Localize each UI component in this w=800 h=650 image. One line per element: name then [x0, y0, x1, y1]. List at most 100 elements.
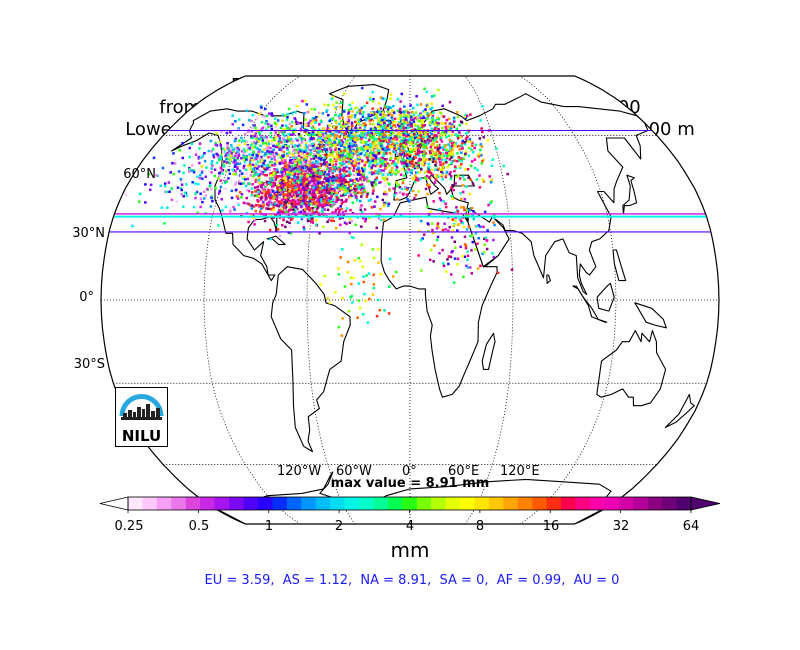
sensitivity-cell: [144, 183, 147, 186]
sensitivity-cell: [255, 169, 258, 173]
sensitivity-cell: [465, 185, 468, 188]
sensitivity-cell: [350, 220, 353, 223]
sensitivity-cell: [260, 165, 264, 168]
sensitivity-cell: [347, 134, 350, 137]
sensitivity-cell: [367, 117, 371, 120]
sensitivity-cell: [285, 146, 289, 150]
sensitivity-cell: [432, 143, 435, 147]
sensitivity-cell: [245, 156, 248, 159]
sensitivity-cell: [359, 306, 362, 310]
sensitivity-cell: [305, 181, 308, 184]
sensitivity-cell: [281, 173, 284, 176]
sensitivity-cell: [326, 177, 329, 181]
sensitivity-cell: [433, 244, 436, 247]
sensitivity-cell: [276, 228, 280, 231]
sensitivity-cell: [303, 192, 307, 196]
sensitivity-cell: [347, 118, 351, 122]
sensitivity-cell: [314, 195, 317, 198]
sensitivity-cell: [293, 175, 296, 178]
sensitivity-cell: [395, 166, 399, 169]
nilu-logo-text: NILU: [121, 427, 162, 445]
sensitivity-cell: [417, 161, 420, 165]
sensitivity-cell: [280, 198, 283, 202]
sensitivity-cell: [400, 153, 403, 156]
sensitivity-cell: [335, 156, 338, 159]
sensitivity-cell: [284, 205, 288, 208]
sensitivity-cell: [224, 169, 228, 173]
sensitivity-cell: [436, 222, 440, 225]
sensitivity-cell: [316, 175, 319, 179]
sensitivity-cell: [185, 183, 188, 186]
sensitivity-cell: [410, 140, 414, 144]
sensitivity-cell: [261, 139, 265, 142]
land-madagascar: [481, 332, 496, 370]
sensitivity-cell: [312, 180, 316, 183]
sensitivity-cell: [288, 139, 291, 142]
sensitivity-cell: [341, 296, 344, 300]
sensitivity-cell: [315, 115, 318, 119]
sensitivity-cell: [288, 225, 292, 228]
sensitivity-cell: [438, 207, 441, 211]
sensitivity-cell: [302, 137, 306, 141]
sensitivity-cell: [299, 197, 303, 201]
sensitivity-cell: [402, 149, 406, 153]
sensitivity-cell: [425, 90, 428, 94]
sensitivity-cell: [317, 152, 320, 156]
sensitivity-cell: [440, 170, 443, 173]
sensitivity-cell: [307, 133, 311, 137]
sensitivity-cell: [434, 119, 437, 122]
sensitivity-cell: [334, 291, 337, 294]
sensitivity-cell: [257, 170, 260, 174]
sensitivity-cell: [429, 248, 433, 252]
sensitivity-cell: [402, 133, 405, 137]
sensitivity-cell: [323, 204, 326, 207]
sensitivity-cell: [403, 105, 406, 108]
sensitivity-cell: [239, 175, 243, 178]
sensitivity-cell: [291, 167, 295, 171]
sensitivity-cell: [306, 219, 310, 223]
colorbar-swatch: [662, 497, 677, 510]
sensitivity-cell: [320, 196, 323, 199]
sensitivity-cell: [308, 121, 311, 124]
colorbar-swatch: [373, 497, 389, 510]
sensitivity-cell: [318, 184, 322, 188]
sensitivity-cell: [313, 153, 316, 156]
sensitivity-cell: [188, 169, 191, 172]
sensitivity-cell: [237, 127, 240, 130]
sensitivity-cell: [395, 134, 399, 138]
sensitivity-cell: [444, 122, 447, 125]
sensitivity-cell: [367, 216, 371, 220]
sensitivity-cell: [467, 176, 470, 179]
sensitivity-cell: [281, 193, 285, 196]
sensitivity-cell: [327, 218, 331, 221]
sensitivity-cell: [372, 273, 375, 277]
sensitivity-cell: [353, 179, 357, 183]
sensitivity-cell: [480, 127, 483, 130]
sensitivity-cell: [358, 191, 361, 194]
sensitivity-cell: [314, 185, 318, 189]
sensitivity-cell: [386, 110, 389, 113]
sensitivity-cell: [326, 184, 329, 187]
sensitivity-cell: [381, 130, 384, 133]
sensitivity-cell: [427, 229, 430, 233]
sensitivity-cell: [455, 127, 458, 130]
sensitivity-cell: [256, 188, 259, 191]
sensitivity-cell: [393, 151, 397, 154]
sensitivity-cell: [476, 242, 479, 245]
sensitivity-cell: [265, 136, 268, 139]
sensitivity-cell: [461, 255, 464, 258]
sensitivity-cell: [240, 157, 243, 160]
sensitivity-cell: [281, 119, 284, 122]
sensitivity-cell: [430, 95, 434, 98]
land-japan: [622, 174, 638, 215]
sensitivity-cell: [350, 282, 353, 286]
sensitivity-cell: [362, 313, 365, 316]
sensitivity-cell: [434, 160, 437, 163]
sensitivity-cell: [282, 218, 285, 222]
sensitivity-cell: [311, 133, 314, 136]
sensitivity-cell: [299, 134, 303, 138]
sensitivity-cell: [340, 154, 343, 158]
sensitivity-cell: [437, 147, 440, 151]
sensitivity-cell: [299, 122, 303, 125]
sensitivity-cell: [334, 148, 337, 152]
